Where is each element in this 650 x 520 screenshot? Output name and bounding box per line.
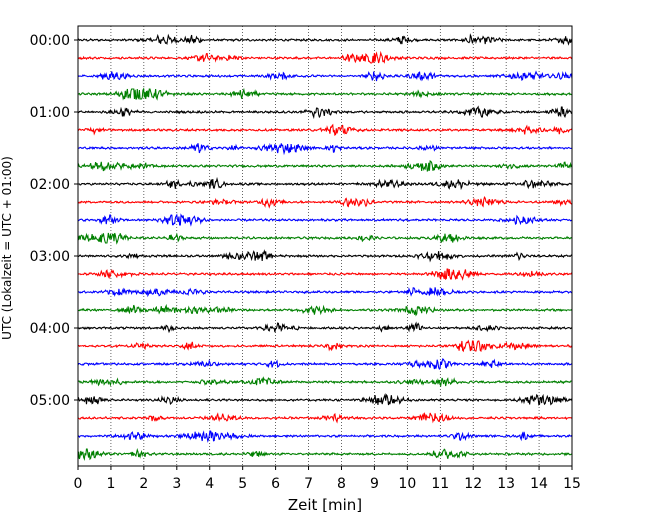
trace-line <box>77 213 573 227</box>
trace-line <box>77 287 573 298</box>
x-tick-label: 9 <box>370 476 379 492</box>
trace-line <box>77 339 573 353</box>
y-axis-label: UTC (Lokalzeit = UTC + 01:00) <box>0 156 14 340</box>
y-axis: 00:00 01:00 02:00 03:00 04:00 05:00 <box>30 33 78 409</box>
x-tick-label: 0 <box>74 476 83 492</box>
x-tick-label: 2 <box>139 476 148 492</box>
x-axis-label: Zeit [min] <box>288 496 362 514</box>
x-axis: 0 1 2 3 4 5 6 7 8 9 10 11 12 13 14 15 <box>74 466 581 492</box>
trace-series <box>77 33 573 462</box>
y-tick-label: 03:00 <box>30 249 70 265</box>
trace-line <box>77 249 573 263</box>
trace-line <box>77 87 573 101</box>
trace-line <box>77 50 573 64</box>
x-tick-label: 11 <box>431 476 449 492</box>
plot-frame <box>77 25 573 467</box>
x-tick-label: 13 <box>497 476 515 492</box>
trace-line <box>77 123 573 137</box>
trace-line <box>77 447 573 462</box>
grid-lines <box>110 26 540 466</box>
trace-line <box>77 160 573 172</box>
trace-line <box>77 392 573 406</box>
y-tick-label: 02:00 <box>30 177 70 193</box>
x-tick-label: 1 <box>106 476 115 492</box>
trace-line <box>77 142 573 156</box>
trace-line <box>77 105 573 120</box>
x-tick-label: 10 <box>398 476 416 492</box>
x-tick-label: 8 <box>337 476 346 492</box>
x-tick-label: 7 <box>304 476 313 492</box>
x-tick-label: 12 <box>464 476 482 492</box>
y-tick-label: 01:00 <box>30 105 70 121</box>
x-tick-label: 6 <box>271 476 280 492</box>
trace-line <box>77 376 573 387</box>
x-tick-label: 5 <box>238 476 247 492</box>
y-tick-label: 00:00 <box>30 33 70 49</box>
x-tick-label: 15 <box>563 476 581 492</box>
x-tick-label: 14 <box>530 476 548 492</box>
trace-line <box>77 176 573 191</box>
x-tick-label: 4 <box>205 476 214 492</box>
y-tick-label: 05:00 <box>30 393 70 409</box>
y-tick-label: 04:00 <box>30 321 70 337</box>
trace-line <box>77 195 573 209</box>
trace-line <box>77 70 573 82</box>
trace-line <box>77 232 573 245</box>
trace-line <box>77 268 573 281</box>
trace-line <box>77 33 573 46</box>
trace-line <box>77 411 573 424</box>
trace-line <box>77 303 573 317</box>
trace-line <box>77 430 573 443</box>
trace-line <box>77 358 573 371</box>
x-tick-label: 3 <box>172 476 181 492</box>
trace-line <box>77 321 573 334</box>
